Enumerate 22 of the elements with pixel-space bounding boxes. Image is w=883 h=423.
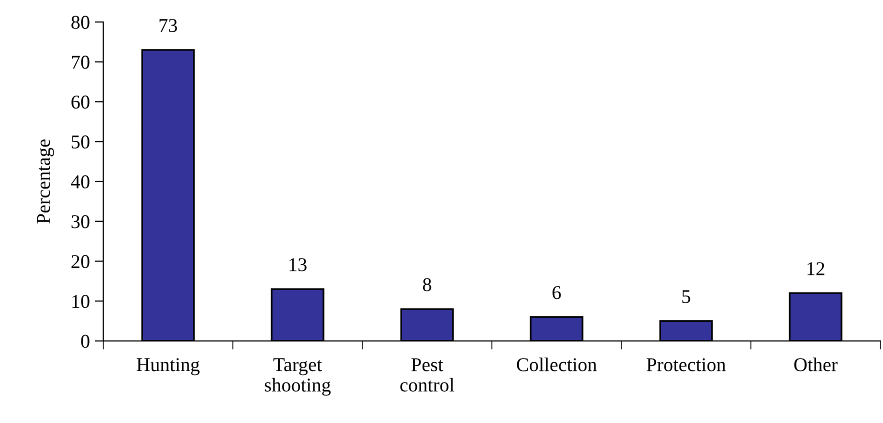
data-label: 13 — [290, 258, 307, 272]
x-tick-label: Other — [794, 358, 838, 372]
y-tick-label: 30 — [72, 215, 90, 228]
y-tick-label: 10 — [72, 294, 90, 308]
data-label: 6 — [552, 286, 561, 300]
y-axis-title: Percentage — [37, 140, 54, 224]
y-tick-label: 80 — [71, 16, 90, 29]
x-tick-label: Hunting — [136, 358, 200, 376]
data-label: 12 — [808, 262, 824, 276]
y-tick-label: 0 — [81, 334, 90, 348]
data-label: 8 — [422, 278, 432, 292]
x-tick-label: Protection — [646, 358, 726, 372]
x-tick-label: Target shooting — [264, 358, 331, 396]
y-tick-label: 40 — [71, 175, 90, 188]
y-tick-label: 70 — [72, 56, 90, 69]
data-label: 5 — [682, 290, 690, 304]
y-tick-label: 60 — [72, 96, 90, 109]
x-tick-label: Collection — [516, 358, 597, 372]
x-tick-label: Pest control — [400, 358, 454, 392]
y-tick-label: 50 — [72, 135, 90, 149]
y-tick-label: 20 — [72, 255, 90, 268]
data-label: 73 — [160, 19, 178, 32]
